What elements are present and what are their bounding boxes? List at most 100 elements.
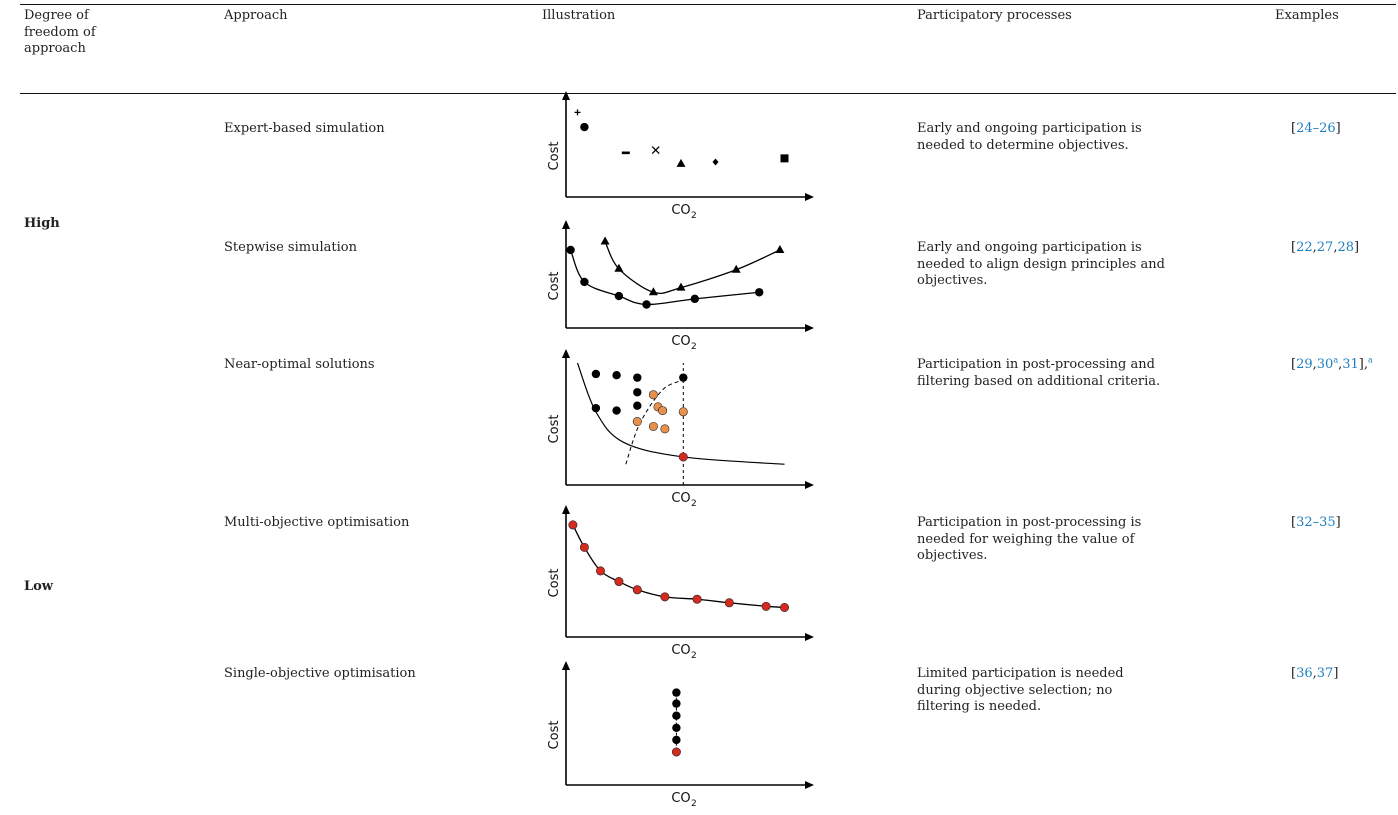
citation-link[interactable]: 32–35: [1296, 515, 1336, 530]
data-point: [761, 601, 771, 611]
data-point: [651, 146, 660, 155]
x-axis-label: CO: [671, 334, 690, 349]
citation-link[interactable]: 22: [1296, 240, 1313, 255]
data-point: [648, 287, 658, 296]
header-approach: Approach: [224, 8, 288, 23]
data-point: [676, 282, 686, 291]
x-axis-arrow-icon: [805, 193, 814, 201]
data-point: [671, 747, 681, 757]
participation-row-2: Early and ongoing participation is neede…: [917, 240, 1165, 288]
y-axis-label: Cost: [547, 272, 562, 301]
data-point: [642, 300, 651, 309]
data-point: [600, 236, 610, 245]
participation-row-5: Limited participation is needed during o…: [917, 666, 1124, 714]
x-axis-label: CO: [671, 643, 690, 658]
citation-link[interactable]: 29: [1296, 357, 1313, 372]
examples-row-4: [32–35]: [1291, 515, 1341, 530]
data-point: [568, 520, 578, 530]
data-point: [712, 158, 719, 166]
y-axis-arrow-icon: [562, 220, 570, 229]
data-point: [731, 264, 741, 273]
x-axis-label: CO: [671, 203, 690, 218]
citation-link[interactable]: 30: [1316, 357, 1334, 372]
x-axis-label: CO: [671, 491, 690, 506]
header-degree: Degree of freedom of approach: [24, 8, 96, 56]
header-rule: [20, 93, 1396, 94]
y-axis-label: Cost: [547, 142, 562, 171]
data-point: [591, 369, 601, 379]
examples-row-3: [29,30a,31],a: [1291, 355, 1373, 372]
citation-link[interactable]: 27: [1316, 240, 1334, 255]
examples-row-1: [24–26]: [1291, 121, 1341, 136]
y-axis-arrow-icon: [562, 661, 570, 670]
data-point: [660, 592, 670, 602]
data-point: [591, 403, 601, 413]
data-point: [633, 401, 642, 410]
approach-near-optimal: Near-optimal solutions: [224, 357, 375, 372]
data-point: [775, 244, 785, 253]
data-point: [621, 151, 630, 155]
data-point: [672, 699, 681, 708]
data-point: [648, 390, 658, 400]
participation-row-4: Participation in post-processing is need…: [917, 515, 1142, 563]
data-point: [658, 406, 668, 416]
data-point: [614, 577, 624, 587]
examples-row-5: [36,37]: [1291, 666, 1339, 681]
citation-link[interactable]: 31: [1342, 357, 1359, 372]
data-point: [580, 277, 589, 287]
participation-row-1: Early and ongoing participation is neede…: [917, 121, 1142, 153]
x-axis-label-subscript: 2: [691, 651, 697, 661]
approach-stepwise: Stepwise simulation: [224, 240, 357, 255]
data-point: [579, 542, 589, 552]
data-point: [612, 406, 621, 415]
data-point: [676, 158, 686, 167]
data-point: [780, 154, 789, 163]
x-axis-arrow-icon: [805, 481, 814, 489]
y-axis-arrow-icon: [562, 91, 570, 100]
data-point: [614, 263, 624, 272]
near-optimal-boundary-line: [625, 379, 684, 465]
approach-single-objective: Single-objective optimisation: [224, 666, 416, 681]
data-point: [595, 566, 605, 576]
data-point: [672, 735, 681, 745]
citation-link[interactable]: 37: [1316, 666, 1334, 681]
y-axis-arrow-icon: [562, 349, 570, 358]
data-point: [672, 723, 681, 732]
x-axis-label-subscript: 2: [691, 499, 697, 509]
data-point: [580, 122, 589, 132]
header-examples: Examples: [1275, 8, 1339, 23]
x-axis-arrow-icon: [805, 633, 814, 641]
footnote-mark[interactable]: a: [1368, 355, 1373, 365]
x-axis-arrow-icon: [805, 324, 814, 332]
y-axis-arrow-icon: [562, 505, 570, 514]
series-line: [572, 524, 785, 609]
data-point: [614, 291, 624, 301]
pareto-frontier-line: [576, 362, 785, 465]
citation-link[interactable]: 28: [1337, 240, 1354, 255]
participation-row-3: Participation in post-processing and fil…: [917, 357, 1161, 389]
citation-link[interactable]: 36: [1296, 666, 1313, 681]
data-point: [690, 294, 699, 304]
group-low: Low: [24, 579, 54, 594]
data-point: [672, 711, 681, 720]
data-point: [779, 602, 789, 612]
data-point: [574, 109, 581, 116]
data-point: [633, 373, 642, 382]
y-axis-label: Cost: [547, 569, 562, 598]
data-point: [632, 585, 642, 595]
footnote-mark[interactable]: a: [1333, 355, 1339, 365]
approach-multi-objective: Multi-objective optimisation: [224, 515, 410, 530]
series-line: [604, 241, 781, 295]
data-point: [755, 288, 764, 297]
data-point: [632, 417, 642, 427]
group-high: High: [24, 216, 60, 231]
x-axis-arrow-icon: [805, 781, 814, 789]
x-axis-label: CO: [671, 791, 690, 806]
data-point: [612, 371, 621, 380]
x-axis-label-subscript: 2: [691, 211, 697, 221]
y-axis-label: Cost: [547, 721, 562, 750]
citation-link[interactable]: 24–26: [1296, 121, 1336, 136]
data-point: [633, 388, 642, 397]
data-point: [672, 688, 681, 697]
